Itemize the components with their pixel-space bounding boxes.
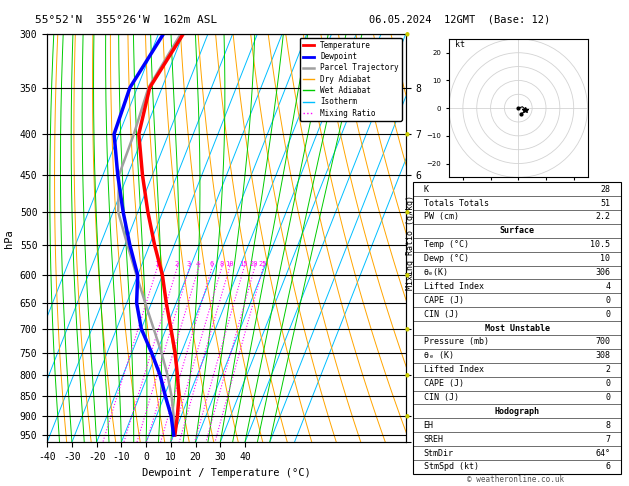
- Text: Most Unstable: Most Unstable: [484, 324, 550, 332]
- X-axis label: Dewpoint / Temperature (°C): Dewpoint / Temperature (°C): [142, 468, 311, 478]
- Text: 308: 308: [596, 351, 611, 360]
- Text: 10.5: 10.5: [591, 240, 611, 249]
- Text: ●: ●: [404, 32, 409, 36]
- Text: 10: 10: [225, 261, 233, 267]
- Text: 2.2: 2.2: [596, 212, 611, 222]
- Text: EH: EH: [424, 421, 433, 430]
- Y-axis label: km
ASL: km ASL: [440, 228, 454, 248]
- Text: ●: ●: [404, 326, 409, 331]
- Text: SREH: SREH: [424, 434, 443, 444]
- Text: 306: 306: [596, 268, 611, 277]
- Text: 4: 4: [196, 261, 200, 267]
- Text: © weatheronline.co.uk: © weatheronline.co.uk: [467, 474, 564, 484]
- Text: Pressure (mb): Pressure (mb): [424, 337, 489, 347]
- Text: ●: ●: [404, 273, 409, 278]
- Text: 64°: 64°: [596, 449, 611, 457]
- Text: 06.05.2024  12GMT  (Base: 12): 06.05.2024 12GMT (Base: 12): [369, 15, 550, 25]
- Text: 8: 8: [606, 421, 611, 430]
- Text: Dewp (°C): Dewp (°C): [424, 254, 469, 263]
- Text: ●: ●: [404, 132, 409, 137]
- Text: Lifted Index: Lifted Index: [424, 282, 484, 291]
- Text: 4: 4: [606, 282, 611, 291]
- Text: 0: 0: [606, 310, 611, 319]
- Text: Surface: Surface: [499, 226, 535, 235]
- Text: CAPE (J): CAPE (J): [424, 379, 464, 388]
- Text: 25: 25: [259, 261, 267, 267]
- Text: ●: ●: [404, 209, 409, 214]
- Text: 1: 1: [155, 261, 159, 267]
- Text: 8: 8: [219, 261, 223, 267]
- Text: ●: ●: [404, 414, 409, 419]
- Text: 0: 0: [606, 379, 611, 388]
- Text: CIN (J): CIN (J): [424, 393, 459, 402]
- Text: 6: 6: [606, 462, 611, 471]
- Text: Totals Totals: Totals Totals: [424, 199, 489, 208]
- Text: θₑ (K): θₑ (K): [424, 351, 454, 360]
- Text: 15: 15: [239, 261, 248, 267]
- Text: 28: 28: [601, 185, 611, 194]
- Text: PW (cm): PW (cm): [424, 212, 459, 222]
- Text: 700: 700: [596, 337, 611, 347]
- Text: kt: kt: [455, 40, 465, 49]
- Text: 7: 7: [606, 434, 611, 444]
- Text: ●: ●: [404, 373, 409, 378]
- Text: 2: 2: [175, 261, 179, 267]
- Y-axis label: hPa: hPa: [4, 229, 14, 247]
- Text: K: K: [424, 185, 428, 194]
- Legend: Temperature, Dewpoint, Parcel Trajectory, Dry Adiabat, Wet Adiabat, Isotherm, Mi: Temperature, Dewpoint, Parcel Trajectory…: [299, 38, 402, 121]
- Text: 2: 2: [606, 365, 611, 374]
- Text: θₑ(K): θₑ(K): [424, 268, 448, 277]
- Text: 20: 20: [250, 261, 259, 267]
- Text: 0: 0: [606, 393, 611, 402]
- Text: StmSpd (kt): StmSpd (kt): [424, 462, 479, 471]
- Text: 6: 6: [209, 261, 214, 267]
- Text: 3: 3: [187, 261, 191, 267]
- Text: Temp (°C): Temp (°C): [424, 240, 469, 249]
- Text: 55°52'N  355°26'W  162m ASL: 55°52'N 355°26'W 162m ASL: [35, 15, 217, 25]
- Text: CIN (J): CIN (J): [424, 310, 459, 319]
- Text: 0: 0: [606, 296, 611, 305]
- Text: StmDir: StmDir: [424, 449, 454, 457]
- Text: CAPE (J): CAPE (J): [424, 296, 464, 305]
- Text: Mixing Ratio (g/kg): Mixing Ratio (g/kg): [406, 195, 415, 291]
- Text: 10: 10: [601, 254, 611, 263]
- Text: Hodograph: Hodograph: [494, 407, 540, 416]
- Text: Lifted Index: Lifted Index: [424, 365, 484, 374]
- Text: 51: 51: [601, 199, 611, 208]
